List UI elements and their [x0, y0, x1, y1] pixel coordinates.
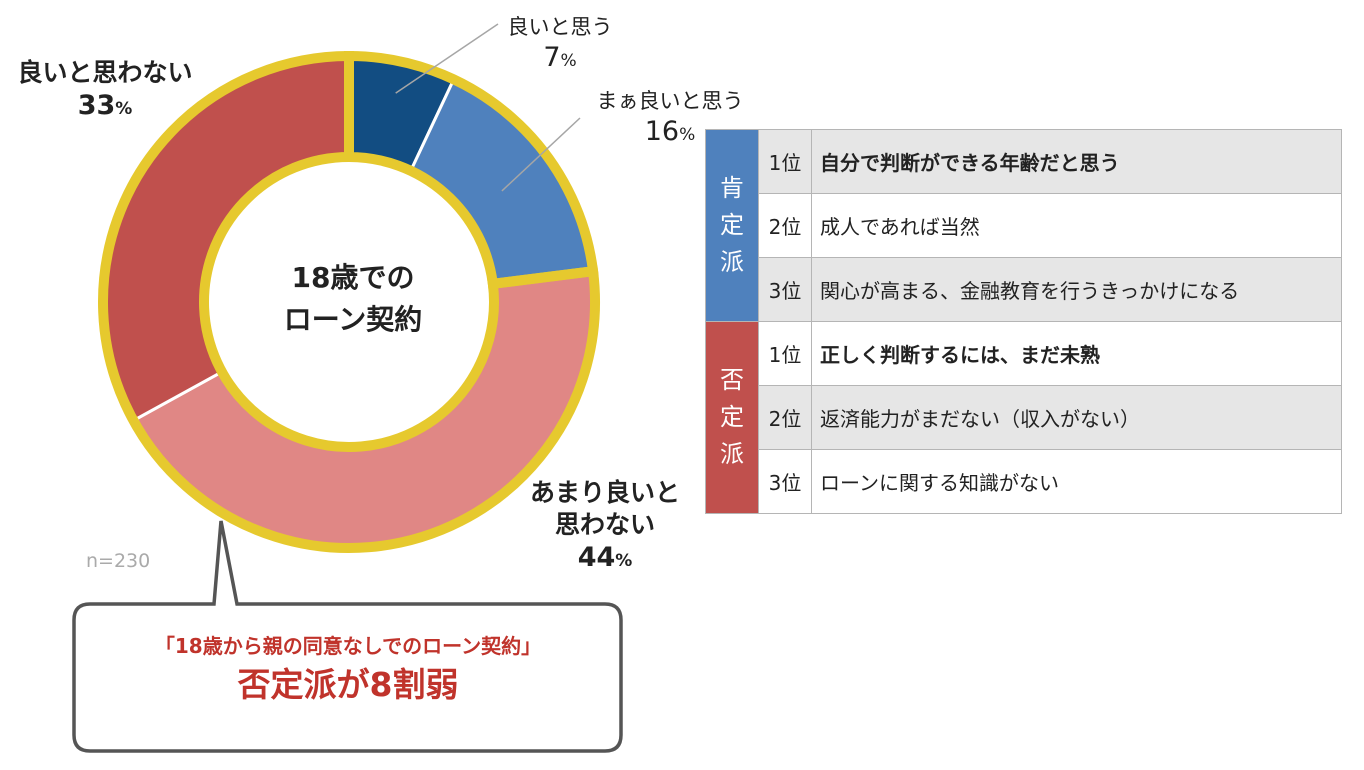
rank-cell: 1位: [758, 129, 812, 194]
slice-label-somewhat-good: まぁ良いと思う 16%: [570, 88, 770, 149]
table-row: 肯定派 1位 自分で判断ができる年齢だと思う: [705, 129, 1342, 322]
slice-label-text: まぁ良いと思う: [596, 89, 744, 113]
reason-cell: 成人であれば当然: [811, 193, 1342, 258]
group-cell-negative: 否定派: [705, 321, 759, 514]
table-row: 3位 ローンに関する知識がない: [706, 449, 1342, 514]
slice-label-not-very-good: あまり良いと 思わない 44%: [505, 477, 705, 576]
slice-label-line: あまり良いと: [529, 478, 680, 507]
reason-cell: ローンに関する知識がない: [811, 449, 1342, 514]
slice-label-text: 良いと思う: [507, 15, 613, 39]
rank-cell: 3位: [758, 257, 812, 322]
sample-size-note: n=230: [86, 550, 151, 572]
table-row: 否定派 1位 正しく判断するには、まだ未熟: [705, 321, 1342, 514]
group-label-char: 定: [720, 210, 744, 239]
group-cell-positive: 肯定派: [705, 129, 759, 322]
slice-value: 33: [77, 90, 116, 121]
center-label-line: 18歳での: [291, 261, 415, 294]
percent-sign: %: [115, 99, 133, 119]
callout-box: [72, 520, 623, 753]
group-label-char: 定: [720, 402, 744, 431]
table-row: 2位 成人であれば当然: [706, 193, 1342, 258]
leader-line: [501, 117, 581, 192]
reason-cell: 正しく判断するには、まだ未熟: [811, 321, 1342, 386]
reasons-table: 肯定派 1位 自分で判断ができる年齢だと思う 2位 成人であれば当然 3位 関心…: [705, 129, 1342, 514]
slice-value: 44: [577, 542, 616, 573]
center-label-line: ローン契約: [283, 303, 423, 336]
group-label-char: 派: [720, 248, 744, 277]
center-label: 18歳での ローン契約: [258, 257, 448, 341]
callout-line-2: 否定派が8割弱: [237, 665, 459, 704]
reason-cell: 返済能力がまだない（収入がない）: [811, 385, 1342, 450]
slice-label-not-good: 良いと思わない 33%: [5, 57, 205, 124]
reason-cell: 自分で判断ができる年齢だと思う: [811, 129, 1342, 194]
callout-text: 「18歳から親の同意なしでのローン契約」 否定派が8割弱: [76, 632, 620, 710]
leader-line: [395, 23, 499, 94]
slice-value: 16: [644, 115, 680, 147]
slice-value: 7: [543, 41, 561, 73]
percent-sign: %: [615, 551, 633, 571]
group-label-char: 肯: [720, 173, 744, 202]
reason-cell: 関心が高まる、金融教育を行うきっかけになる: [811, 257, 1342, 322]
slice-label-good: 良いと思う 7%: [490, 14, 630, 75]
rank-cell: 3位: [758, 449, 812, 514]
rank-cell: 2位: [758, 385, 812, 450]
group-label-char: 否: [720, 365, 744, 394]
rank-cell: 2位: [758, 193, 812, 258]
slice-label-line: 思わない: [554, 510, 655, 539]
rank-cell: 1位: [758, 321, 812, 386]
highlight-outline-negative: [98, 50, 600, 553]
highlight-outline-positive: [344, 50, 599, 290]
table-row: 3位 関心が高まる、金融教育を行うきっかけになる: [706, 257, 1342, 322]
percent-sign: %: [679, 124, 696, 145]
table-row: 2位 返済能力がまだない（収入がない）: [706, 385, 1342, 450]
callout-line-1: 「18歳から親の同意なしでのローン契約」: [154, 634, 542, 658]
group-label-char: 派: [720, 440, 744, 469]
percent-sign: %: [560, 50, 577, 71]
slice-label-text: 良いと思わない: [17, 58, 193, 87]
